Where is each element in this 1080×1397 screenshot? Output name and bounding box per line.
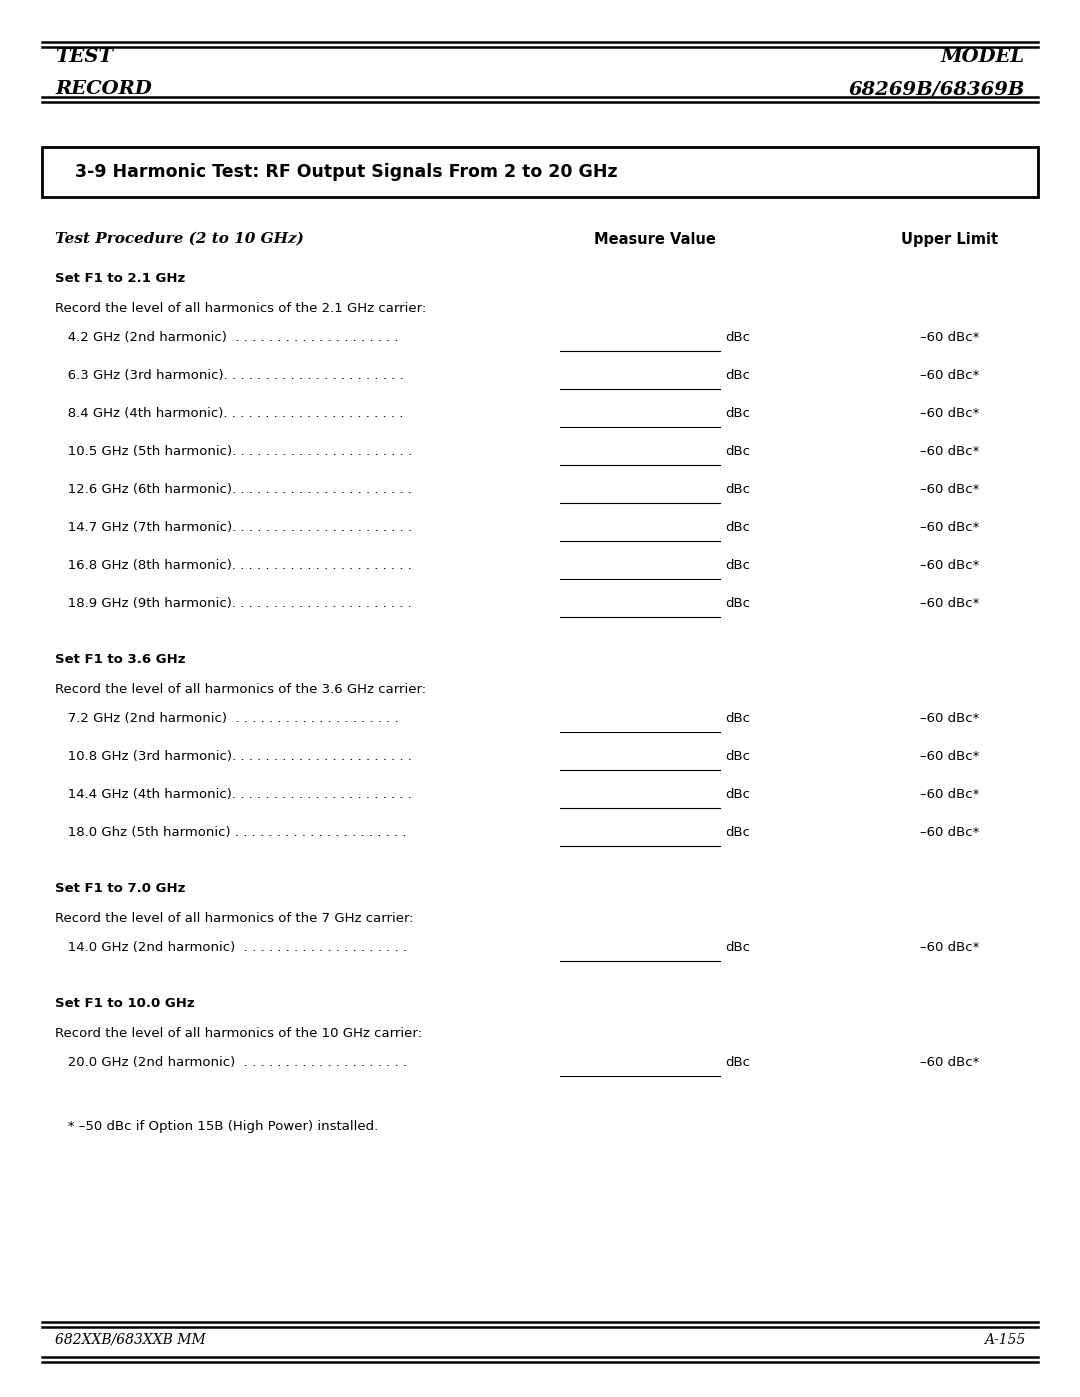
- Text: dBc: dBc: [725, 369, 750, 381]
- Text: Record the level of all harmonics of the 10 GHz carrier:: Record the level of all harmonics of the…: [55, 1027, 422, 1039]
- Text: dBc: dBc: [725, 597, 750, 609]
- Text: dBc: dBc: [725, 407, 750, 419]
- Text: 16.8 GHz (8th harmonic). . . . . . . . . . . . . . . . . . . . . .: 16.8 GHz (8th harmonic). . . . . . . . .…: [55, 559, 411, 571]
- Text: Record the level of all harmonics of the 3.6 GHz carrier:: Record the level of all harmonics of the…: [55, 683, 427, 696]
- Text: –60 dBc*: –60 dBc*: [920, 444, 980, 457]
- Text: 14.7 GHz (7th harmonic). . . . . . . . . . . . . . . . . . . . . .: 14.7 GHz (7th harmonic). . . . . . . . .…: [55, 521, 413, 534]
- Text: 7.2 GHz (2nd harmonic)  . . . . . . . . . . . . . . . . . . . .: 7.2 GHz (2nd harmonic) . . . . . . . . .…: [55, 711, 399, 725]
- FancyBboxPatch shape: [42, 147, 1038, 197]
- Text: 12.6 GHz (6th harmonic). . . . . . . . . . . . . . . . . . . . . .: 12.6 GHz (6th harmonic). . . . . . . . .…: [55, 482, 411, 496]
- Text: A-155: A-155: [984, 1333, 1025, 1347]
- Text: –60 dBc*: –60 dBc*: [920, 826, 980, 838]
- Text: –60 dBc*: –60 dBc*: [920, 750, 980, 763]
- Text: 6.3 GHz (3rd harmonic). . . . . . . . . . . . . . . . . . . . . .: 6.3 GHz (3rd harmonic). . . . . . . . . …: [55, 369, 404, 381]
- Text: Measure Value: Measure Value: [594, 232, 716, 247]
- Text: –60 dBc*: –60 dBc*: [920, 521, 980, 534]
- Text: dBc: dBc: [725, 521, 750, 534]
- Text: dBc: dBc: [725, 331, 750, 344]
- Text: 682XXB/683XXB MM: 682XXB/683XXB MM: [55, 1333, 206, 1347]
- Text: 20.0 GHz (2nd harmonic)  . . . . . . . . . . . . . . . . . . . .: 20.0 GHz (2nd harmonic) . . . . . . . . …: [55, 1056, 407, 1069]
- Text: 10.5 GHz (5th harmonic). . . . . . . . . . . . . . . . . . . . . .: 10.5 GHz (5th harmonic). . . . . . . . .…: [55, 444, 413, 457]
- Text: Set F1 to 3.6 GHz: Set F1 to 3.6 GHz: [55, 652, 186, 666]
- Text: –60 dBc*: –60 dBc*: [920, 482, 980, 496]
- Text: –60 dBc*: –60 dBc*: [920, 711, 980, 725]
- Text: dBc: dBc: [725, 711, 750, 725]
- Text: 18.9 GHz (9th harmonic). . . . . . . . . . . . . . . . . . . . . .: 18.9 GHz (9th harmonic). . . . . . . . .…: [55, 597, 411, 609]
- Text: MODEL: MODEL: [941, 47, 1025, 66]
- Text: dBc: dBc: [725, 444, 750, 457]
- Text: –60 dBc*: –60 dBc*: [920, 788, 980, 800]
- Text: Record the level of all harmonics of the 2.1 GHz carrier:: Record the level of all harmonics of the…: [55, 302, 427, 314]
- Text: dBc: dBc: [725, 1056, 750, 1069]
- Text: –60 dBc*: –60 dBc*: [920, 369, 980, 381]
- Text: * –50 dBc if Option 15B (High Power) installed.: * –50 dBc if Option 15B (High Power) ins…: [55, 1120, 378, 1133]
- Text: 10.8 GHz (3rd harmonic). . . . . . . . . . . . . . . . . . . . . .: 10.8 GHz (3rd harmonic). . . . . . . . .…: [55, 750, 411, 763]
- Text: Upper Limit: Upper Limit: [902, 232, 999, 247]
- Text: 14.4 GHz (4th harmonic). . . . . . . . . . . . . . . . . . . . . .: 14.4 GHz (4th harmonic). . . . . . . . .…: [55, 788, 411, 800]
- Text: 4.2 GHz (2nd harmonic)  . . . . . . . . . . . . . . . . . . . .: 4.2 GHz (2nd harmonic) . . . . . . . . .…: [55, 331, 399, 344]
- Text: dBc: dBc: [725, 750, 750, 763]
- Text: Set F1 to 10.0 GHz: Set F1 to 10.0 GHz: [55, 997, 194, 1010]
- Text: –60 dBc*: –60 dBc*: [920, 407, 980, 419]
- Text: –60 dBc*: –60 dBc*: [920, 331, 980, 344]
- Text: 3-9 Harmonic Test: RF Output Signals From 2 to 20 GHz: 3-9 Harmonic Test: RF Output Signals Fro…: [75, 163, 618, 182]
- Text: –60 dBc*: –60 dBc*: [920, 940, 980, 954]
- Text: 14.0 GHz (2nd harmonic)  . . . . . . . . . . . . . . . . . . . .: 14.0 GHz (2nd harmonic) . . . . . . . . …: [55, 940, 407, 954]
- Text: 68269B/68369B: 68269B/68369B: [849, 81, 1025, 99]
- Text: 18.0 Ghz (5th harmonic) . . . . . . . . . . . . . . . . . . . . .: 18.0 Ghz (5th harmonic) . . . . . . . . …: [55, 826, 406, 838]
- Text: –60 dBc*: –60 dBc*: [920, 559, 980, 571]
- Text: 8.4 GHz (4th harmonic). . . . . . . . . . . . . . . . . . . . . .: 8.4 GHz (4th harmonic). . . . . . . . . …: [55, 407, 403, 419]
- Text: Test Procedure (2 to 10 GHz): Test Procedure (2 to 10 GHz): [55, 232, 303, 246]
- Text: Record the level of all harmonics of the 7 GHz carrier:: Record the level of all harmonics of the…: [55, 912, 414, 925]
- Text: dBc: dBc: [725, 826, 750, 838]
- Text: dBc: dBc: [725, 940, 750, 954]
- Text: dBc: dBc: [725, 482, 750, 496]
- Text: Set F1 to 2.1 GHz: Set F1 to 2.1 GHz: [55, 272, 186, 285]
- Text: Set F1 to 7.0 GHz: Set F1 to 7.0 GHz: [55, 882, 186, 895]
- Text: dBc: dBc: [725, 788, 750, 800]
- Text: RECORD: RECORD: [55, 81, 152, 99]
- Text: dBc: dBc: [725, 559, 750, 571]
- Text: –60 dBc*: –60 dBc*: [920, 1056, 980, 1069]
- Text: TEST: TEST: [55, 47, 113, 66]
- Text: –60 dBc*: –60 dBc*: [920, 597, 980, 609]
